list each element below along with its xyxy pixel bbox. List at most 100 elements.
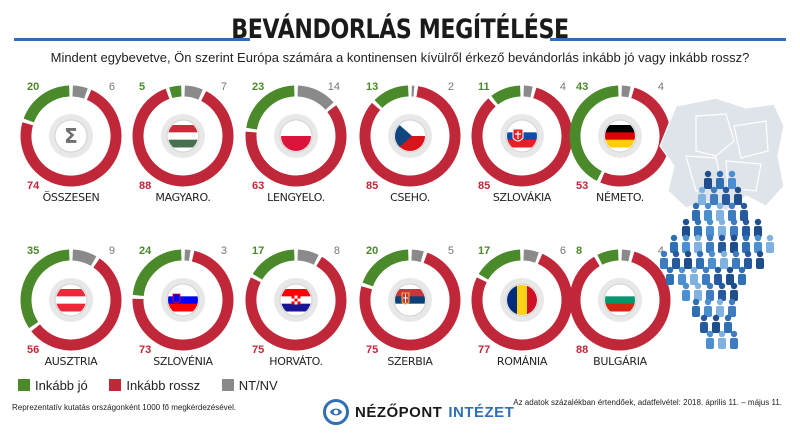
legend: Inkább jó Inkább rossz NT/NV	[18, 377, 296, 393]
legend-label-bad: Inkább rossz	[126, 378, 201, 394]
label-good: 17	[252, 245, 264, 257]
category-label: BULGÁRIA	[593, 355, 648, 368]
category-label: SZERBIA	[387, 355, 433, 368]
slice-bad	[569, 251, 671, 351]
person-icon	[704, 298, 712, 317]
label-na: 8	[334, 245, 340, 257]
person-icon	[660, 250, 668, 269]
data-note: Az adatok százalékban értendőek, adatfel…	[513, 398, 782, 407]
category-label: HORVÁTO.	[269, 355, 323, 368]
person-icon	[694, 282, 702, 301]
sigma-icon: Σ	[64, 124, 78, 148]
person-icon	[754, 234, 762, 253]
people-crowd-icon	[660, 170, 774, 349]
label-na: 6	[109, 81, 115, 93]
person-icon	[744, 250, 752, 269]
slice-good	[362, 249, 409, 287]
person-icon	[734, 186, 742, 205]
label-good: 20	[366, 245, 378, 257]
slice-bad	[132, 88, 234, 187]
person-icon	[704, 202, 712, 221]
slice-na	[523, 249, 539, 263]
person-icon	[742, 218, 750, 237]
person-icon	[700, 314, 708, 333]
label-good: 13	[366, 81, 378, 93]
person-icon	[716, 170, 724, 189]
label-bad: 53	[576, 180, 588, 192]
slice-good	[132, 249, 182, 297]
slovenia-flag	[168, 289, 198, 312]
legend-swatch-good	[18, 379, 30, 392]
person-icon	[726, 266, 734, 285]
category-label: NÉMETO.	[596, 191, 644, 204]
person-icon	[724, 314, 732, 333]
person-icon	[712, 314, 720, 333]
person-icon	[706, 282, 714, 301]
person-icon	[684, 250, 692, 269]
donut-4: 13 2 85 CSEHO.	[359, 81, 461, 204]
legend-swatch-na	[221, 379, 234, 392]
bulgaria-flag	[605, 289, 635, 312]
person-icon	[696, 250, 704, 269]
slice-good	[23, 85, 70, 123]
slice-bad	[359, 86, 461, 187]
person-icon	[682, 218, 690, 237]
germany-flag	[605, 125, 635, 148]
label-good: 5	[139, 81, 145, 93]
label-bad: 85	[478, 180, 490, 192]
label-na: 4	[658, 245, 664, 257]
slice-good	[169, 85, 182, 99]
person-icon	[718, 282, 726, 301]
person-icon	[740, 202, 748, 221]
person-icon	[678, 266, 686, 285]
person-icon	[728, 298, 736, 317]
person-icon	[742, 234, 750, 253]
person-icon	[710, 186, 718, 205]
slice-bad	[20, 89, 122, 187]
person-icon	[730, 234, 738, 253]
category-label: ROMÁNIA	[497, 355, 548, 368]
label-good: 8	[576, 245, 582, 257]
person-icon	[690, 266, 698, 285]
slice-good	[491, 85, 521, 105]
person-icon	[706, 218, 714, 237]
person-icon	[718, 330, 726, 349]
person-icon	[670, 234, 678, 253]
label-na: 4	[658, 81, 664, 93]
person-icon	[694, 234, 702, 253]
person-icon	[718, 234, 726, 253]
category-label: SZLOVÉNIA	[153, 355, 213, 368]
person-icon	[708, 250, 716, 269]
person-icon	[730, 282, 738, 301]
title-rule-right	[550, 38, 786, 41]
person-icon	[754, 218, 762, 237]
slice-na	[72, 249, 97, 267]
legend-item-good: Inkább jó	[18, 378, 88, 393]
legend-label-good: Inkább jó	[35, 378, 88, 394]
person-icon	[728, 170, 736, 189]
label-good: 35	[27, 245, 39, 257]
romania-flag	[507, 285, 537, 315]
label-good: 24	[139, 245, 152, 257]
donut-2: 5 7 88 MAGYARO.	[132, 81, 234, 204]
slice-good	[252, 249, 295, 280]
person-icon	[672, 250, 680, 269]
category-label: CSEHO.	[390, 191, 430, 204]
page-title: BEVÁNDORLÁS MEGÍTÉLÉSE	[231, 14, 569, 45]
label-na: 14	[328, 81, 340, 93]
label-good: 23	[252, 81, 264, 93]
person-icon	[714, 266, 722, 285]
slice-bad	[31, 258, 122, 351]
survey-question: Mindent egybevetve, Ön szerint Európa sz…	[50, 50, 750, 65]
donut-12: 8 4 88 BULGÁRIA	[569, 245, 671, 368]
flag-frame	[54, 119, 88, 153]
europe-map-people-illustration	[659, 97, 785, 349]
legend-item-bad: Inkább rossz	[109, 378, 200, 393]
slice-bad	[471, 87, 573, 187]
title-rule-left	[14, 38, 250, 41]
person-icon	[694, 218, 702, 237]
slice-na	[523, 85, 533, 98]
slice-bad	[132, 250, 234, 351]
